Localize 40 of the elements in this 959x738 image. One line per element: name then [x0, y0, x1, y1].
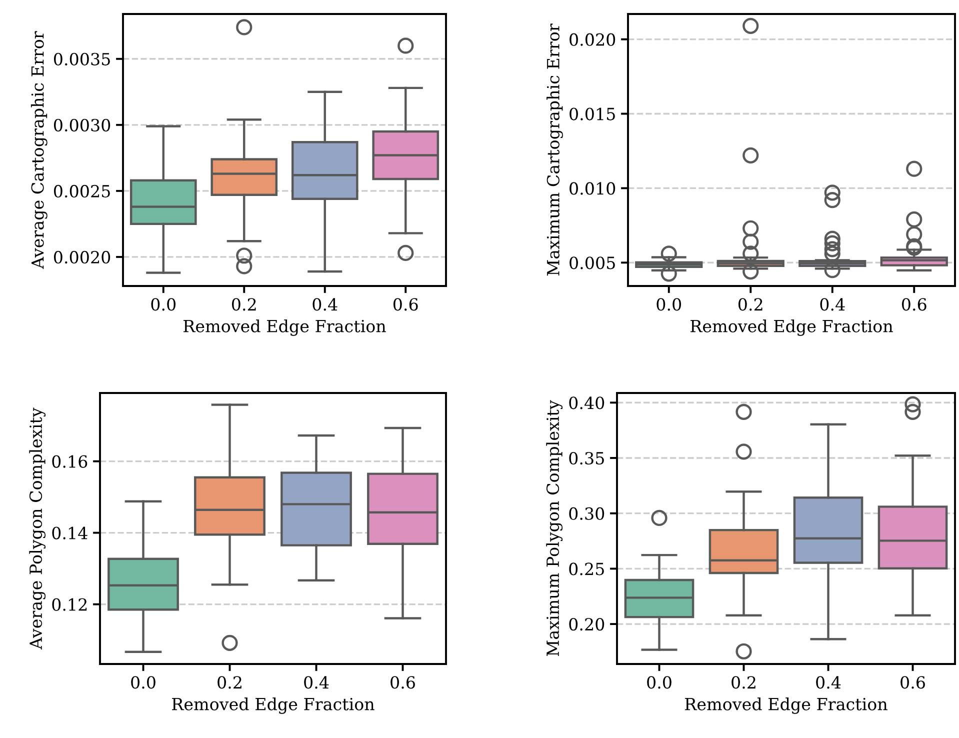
y-axis-title: Maximum Cartographic Error — [546, 24, 563, 276]
x-axis-title: Removed Edge Fraction — [184, 319, 386, 336]
x-tick-label: 0.6 — [393, 298, 418, 311]
y-tick-label: 0.25 — [569, 562, 604, 576]
y-axis-title: Average Polygon Complexity — [29, 408, 46, 650]
y-tick-label: 0.0025 — [54, 184, 110, 198]
y-tick-label: 0.020 — [570, 33, 616, 46]
y-tick-label: 0.40 — [569, 396, 604, 410]
x-tick-label: 0.6 — [902, 298, 926, 311]
x-tick-label: 0.2 — [738, 298, 762, 311]
x-axis-title: Removed Edge Fraction — [685, 697, 888, 714]
y-tick-label: 0.35 — [569, 452, 604, 465]
y-tick-label: 0.0035 — [54, 52, 110, 66]
x-tick-label: 0.2 — [232, 298, 256, 311]
y-tick-label: 0.16 — [52, 455, 88, 468]
y-tick-label: 0.20 — [569, 618, 604, 631]
x-tick-label: 0.0 — [151, 298, 176, 311]
y-tick-label: 0.005 — [570, 256, 615, 270]
y-tick-label: 0.0020 — [54, 250, 110, 264]
y-tick-label: 0.015 — [570, 108, 615, 120]
x-tick-label: 0.2 — [732, 676, 756, 689]
x-tick-label: 0.4 — [820, 298, 845, 311]
y-tick-label: 0.14 — [52, 526, 88, 540]
x-tick-label: 0.4 — [304, 676, 329, 689]
x-tick-label: 0.0 — [647, 676, 672, 689]
x-tick-label: 0.4 — [816, 676, 841, 689]
x-axis-title: Removed Edge Fraction — [690, 319, 893, 336]
y-tick-label: 0.12 — [52, 598, 87, 611]
x-tick-label: 0.6 — [390, 676, 415, 689]
y-axis-title: Maximum Polygon Complexity — [546, 400, 563, 656]
x-tick-label: 0.0 — [656, 298, 682, 311]
y-tick-label: 0.010 — [570, 182, 616, 195]
x-tick-label: 0.0 — [131, 676, 156, 689]
y-tick-label: 0.0030 — [54, 118, 110, 132]
x-tick-label: 0.6 — [900, 676, 925, 689]
y-tick-label: 0.30 — [569, 507, 604, 520]
x-tick-label: 0.4 — [312, 298, 338, 311]
x-axis-title: Removed Edge Fraction — [172, 697, 374, 714]
y-axis-title: Average Cartographic Error — [30, 31, 48, 270]
x-tick-label: 0.2 — [218, 676, 242, 689]
